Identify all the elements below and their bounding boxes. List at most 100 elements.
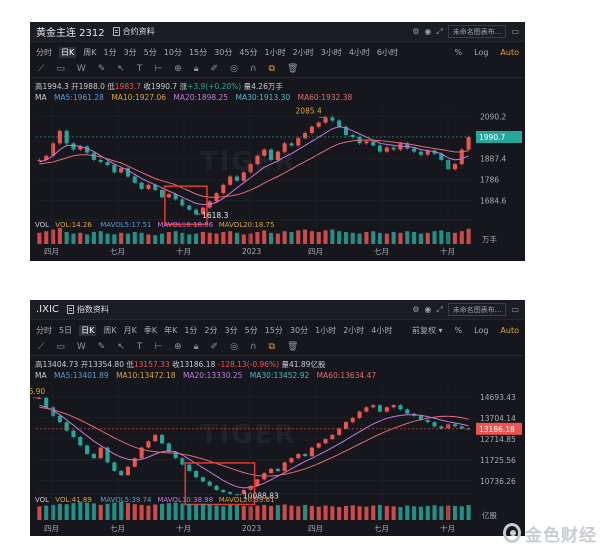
x-tick-label: 2023 xyxy=(242,247,261,256)
period-tab[interactable]: 3小时 xyxy=(320,47,342,57)
index-info-button[interactable]: 指数资料 xyxy=(66,304,109,315)
text-tool-icon[interactable]: T xyxy=(136,342,143,352)
rect-tool-icon[interactable]: ▭ xyxy=(56,64,65,74)
camera-icon[interactable]: ◉ xyxy=(424,305,432,314)
save-icon[interactable]: ▭ xyxy=(511,305,519,314)
link-icon[interactable]: ⧉ xyxy=(268,64,275,74)
symbol-label[interactable]: .IXIC xyxy=(36,304,59,315)
period-tab[interactable]: 5分 xyxy=(244,325,258,335)
log-toggle[interactable]: Log xyxy=(474,325,489,335)
line-tool-icon[interactable]: ⟋ xyxy=(38,342,45,352)
volume-bar xyxy=(405,231,410,244)
link-icon[interactable]: ⧉ xyxy=(268,342,275,352)
measure-tool-icon[interactable]: ⊢ xyxy=(154,64,163,74)
x-tick-label: 四月 xyxy=(308,247,323,256)
candle-body xyxy=(241,490,246,495)
magnet-icon[interactable]: ∩ xyxy=(249,342,257,352)
layout-selector[interactable]: 未命名图表布... xyxy=(447,25,507,38)
watermark: TIGER xyxy=(200,420,297,450)
settings-icon[interactable]: ⚙ xyxy=(412,305,420,314)
period-tab[interactable]: 3分 xyxy=(123,47,137,57)
lock-icon[interactable]: 🔒︎ xyxy=(193,342,199,352)
trash-icon[interactable]: 🗑︎ xyxy=(286,342,299,352)
volume-bar xyxy=(262,504,267,520)
eye-icon[interactable]: ◎ xyxy=(230,342,238,352)
pen-tool-icon[interactable]: ✎ xyxy=(97,64,106,74)
layout-selector[interactable]: 未命名图表布... xyxy=(447,303,507,316)
period-tab[interactable]: 年K xyxy=(164,325,178,335)
period-tab[interactable]: 5日 xyxy=(59,325,73,335)
zoom-tool-icon[interactable]: ⊕ xyxy=(174,64,182,74)
pen-tool-icon[interactable]: ✎ xyxy=(97,342,106,352)
magnet-icon[interactable]: ∩ xyxy=(249,64,257,74)
eye-icon[interactable]: ◎ xyxy=(230,64,238,74)
zoom-tool-icon[interactable]: ⊕ xyxy=(174,342,182,352)
period-tab[interactable]: 2小时 xyxy=(292,47,314,57)
fullscreen-icon[interactable]: ⤢ xyxy=(436,304,443,314)
period-tab[interactable]: 周K xyxy=(83,47,97,57)
y-tick-label: 11725.56 xyxy=(480,456,516,465)
text-tool-icon[interactable]: T xyxy=(136,64,143,74)
volume-legend-item: MAVOL20:18.75 xyxy=(219,221,275,229)
trash-icon[interactable]: 🗑︎ xyxy=(286,64,299,74)
line-tool-icon[interactable]: ⟋ xyxy=(38,64,45,74)
period-tab[interactable]: 1小时 xyxy=(264,47,286,57)
rect-tool-icon[interactable]: ▭ xyxy=(56,342,65,352)
fullscreen-icon[interactable]: ⤢ xyxy=(436,26,443,36)
wave-tool-icon[interactable]: W xyxy=(76,64,86,74)
period-tab[interactable]: 4小时 xyxy=(348,47,370,57)
candle-body xyxy=(234,176,240,181)
symbol-label[interactable]: 黄金主连 2312 xyxy=(36,28,105,39)
adjust-dropdown[interactable]: 前复权 ▾ xyxy=(411,325,443,335)
pencil-icon[interactable]: ✐ xyxy=(210,342,219,352)
volume-bar xyxy=(255,232,260,244)
volume-bar xyxy=(105,233,110,244)
pencil-icon[interactable]: ✐ xyxy=(210,64,219,74)
volume-bar xyxy=(343,232,349,244)
percent-toggle[interactable]: % xyxy=(454,47,463,57)
settings-icon[interactable]: ⚙ xyxy=(412,27,420,36)
period-tab[interactable]: 3分 xyxy=(224,325,238,335)
arrow-tool-icon[interactable]: ↖ xyxy=(117,64,125,74)
contract-info-button[interactable]: 合约资料 xyxy=(112,26,155,37)
period-tab[interactable]: 30分 xyxy=(289,325,309,335)
volume-legend-item: MAVOL5:39.74 xyxy=(100,496,152,504)
volume-bar xyxy=(228,231,233,244)
auto-toggle[interactable]: Auto xyxy=(500,47,519,57)
period-tab[interactable]: 1分 xyxy=(184,325,198,335)
log-toggle[interactable]: Log xyxy=(474,47,489,57)
auto-toggle[interactable]: Auto xyxy=(500,325,519,335)
period-tab[interactable]: 30分 xyxy=(214,47,233,57)
period-tab-active[interactable]: 日K xyxy=(79,324,97,336)
period-tab[interactable]: 月K xyxy=(123,325,137,335)
period-tab[interactable]: 分时 xyxy=(36,47,52,57)
percent-toggle[interactable]: % xyxy=(454,325,463,335)
period-tab[interactable]: 2小时 xyxy=(343,325,365,335)
period-tab[interactable]: 分时 xyxy=(36,325,52,335)
gold-chart-panel: 2090.2 1887.4 1786 1684.6 2085.4 1618.3 1990.7… xyxy=(30,22,525,261)
volume-bar xyxy=(405,505,410,520)
period-tab[interactable]: 15分 xyxy=(264,325,283,335)
camera-icon[interactable]: ◉ xyxy=(424,27,432,36)
period-tab[interactable]: 10分 xyxy=(163,47,182,57)
volume-bar xyxy=(296,230,301,244)
measure-tool-icon[interactable]: ⊢ xyxy=(154,342,163,352)
lock-icon[interactable]: 🔒︎ xyxy=(193,64,199,74)
volume-bar xyxy=(180,503,185,520)
arrow-tool-icon[interactable]: ↖ xyxy=(117,342,125,352)
period-tab[interactable]: 6小时 xyxy=(376,47,398,57)
period-tab[interactable]: 45分 xyxy=(239,47,258,57)
period-tab[interactable]: 季K xyxy=(143,325,158,335)
wave-tool-icon[interactable]: W xyxy=(76,342,86,352)
period-tab[interactable]: 4小时 xyxy=(371,325,393,335)
period-tab[interactable]: 2分 xyxy=(204,325,218,335)
period-tab[interactable]: 1小时 xyxy=(315,325,337,335)
period-tab-active[interactable]: 日K xyxy=(59,46,77,58)
period-tab[interactable]: 5分 xyxy=(143,47,157,57)
period-tab[interactable]: 1分 xyxy=(103,47,117,57)
period-tab[interactable]: 周K xyxy=(103,325,117,335)
period-tab[interactable]: 15分 xyxy=(188,47,208,57)
save-icon[interactable]: ▭ xyxy=(511,27,519,36)
candle-body xyxy=(64,130,69,144)
volume-bar xyxy=(337,231,342,244)
